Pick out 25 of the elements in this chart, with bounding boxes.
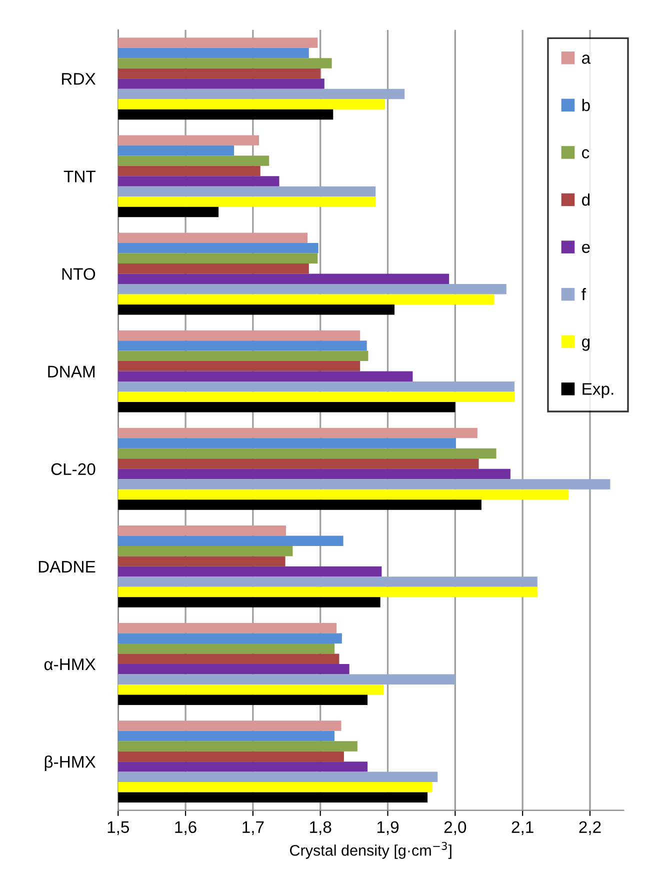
y-tick-label: NTO — [62, 268, 96, 280]
y-tick-label: RDX — [62, 73, 96, 85]
legend-label: d — [582, 193, 590, 206]
x-tick-label: 1,6 — [175, 821, 196, 835]
x-tick-label: 2,0 — [444, 821, 466, 835]
y-tick-label: β-HMX — [44, 756, 96, 772]
legend-label: Exp. — [582, 383, 614, 398]
y-tick-label: TNT — [64, 170, 96, 182]
legend-label: b — [582, 98, 590, 112]
x-tick-label: 1,9 — [377, 821, 399, 835]
y-tick-label: DNAM — [48, 366, 95, 378]
x-axis-title: Crystal density [g·cm$^{−3}$] — [290, 842, 452, 859]
legend-label: c — [582, 149, 590, 158]
x-tick-label: 1,7 — [242, 821, 264, 835]
y-tick-label: CL-20 — [51, 463, 96, 476]
legend-label: e — [582, 244, 590, 253]
legend-label: a — [582, 54, 591, 64]
y-tick-label: α-HMX — [44, 658, 96, 670]
legend-label: f — [582, 288, 586, 300]
x-tick-label: 1,5 — [108, 821, 130, 835]
y-tick-label: DADNE — [38, 561, 96, 572]
x-tick-label: 1,8 — [310, 821, 332, 835]
legend-label: g — [582, 338, 590, 351]
x-tick-label: 2,1 — [512, 821, 534, 835]
x-tick-label: 2,2 — [579, 821, 601, 835]
